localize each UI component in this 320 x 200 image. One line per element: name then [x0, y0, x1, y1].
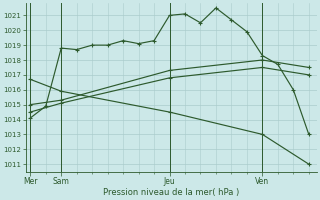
X-axis label: Pression niveau de la mer( hPa ): Pression niveau de la mer( hPa ) [103, 188, 239, 197]
